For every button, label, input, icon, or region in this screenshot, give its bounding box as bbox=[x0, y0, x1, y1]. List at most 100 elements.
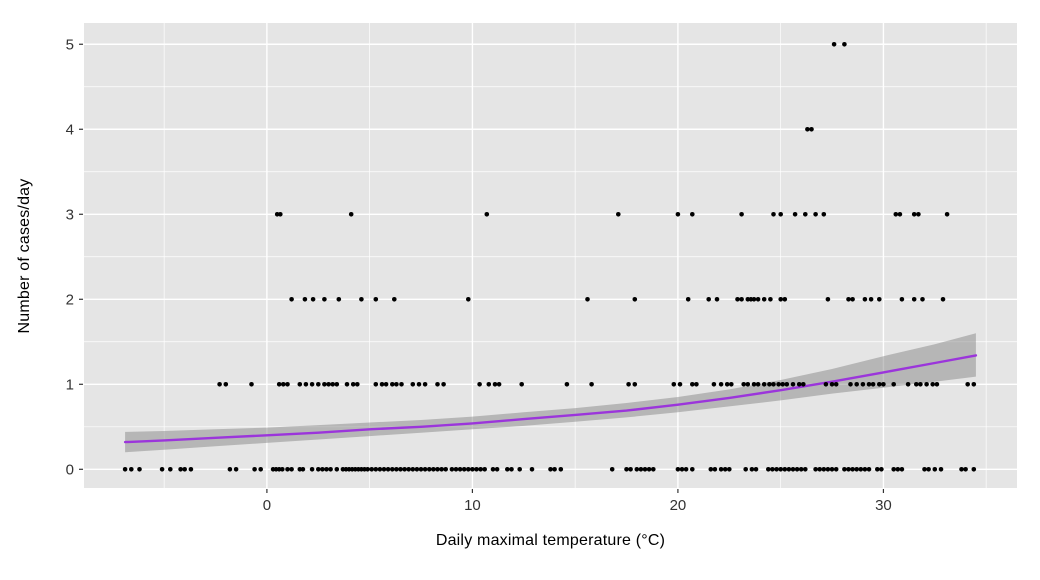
data-point bbox=[178, 467, 183, 472]
data-point bbox=[792, 212, 798, 217]
data-point bbox=[718, 467, 724, 472]
data-point bbox=[494, 467, 500, 472]
data-point bbox=[712, 467, 718, 472]
data-point bbox=[482, 467, 488, 472]
data-point bbox=[439, 467, 444, 472]
data-point bbox=[373, 297, 379, 302]
data-point bbox=[310, 297, 316, 302]
data-point bbox=[309, 382, 315, 387]
data-point bbox=[322, 382, 327, 387]
data-point bbox=[379, 382, 385, 387]
data-point bbox=[766, 467, 771, 472]
y-tick-label: 3 bbox=[66, 206, 74, 223]
data-point bbox=[383, 382, 389, 387]
data-point bbox=[168, 467, 173, 472]
data-point bbox=[616, 212, 621, 217]
data-point bbox=[129, 467, 134, 472]
data-point bbox=[289, 467, 294, 472]
data-point bbox=[677, 382, 683, 387]
data-point bbox=[714, 297, 720, 302]
data-point bbox=[490, 467, 496, 472]
data-point bbox=[609, 467, 615, 472]
data-point bbox=[461, 467, 467, 472]
data-point bbox=[443, 467, 449, 472]
data-point bbox=[850, 297, 855, 302]
data-point bbox=[632, 297, 638, 302]
y-tick-label: 5 bbox=[66, 36, 74, 53]
data-point bbox=[920, 297, 925, 302]
data-point bbox=[302, 297, 308, 302]
data-point bbox=[369, 467, 375, 472]
data-point bbox=[427, 467, 432, 472]
data-point bbox=[916, 212, 921, 217]
data-point bbox=[322, 297, 327, 302]
data-point bbox=[679, 467, 685, 472]
data-point bbox=[359, 297, 364, 302]
data-point bbox=[435, 467, 440, 472]
data-point bbox=[930, 382, 935, 387]
data-point bbox=[628, 467, 633, 472]
data-point bbox=[940, 297, 946, 302]
data-point bbox=[223, 382, 229, 387]
data-point bbox=[813, 467, 818, 472]
data-point bbox=[336, 297, 342, 302]
data-point bbox=[453, 467, 459, 472]
data-point bbox=[711, 382, 717, 387]
data-point bbox=[776, 382, 781, 387]
data-point bbox=[492, 382, 498, 387]
data-point bbox=[790, 467, 796, 472]
data-point bbox=[735, 297, 740, 302]
data-point bbox=[394, 467, 399, 472]
data-point bbox=[303, 382, 309, 387]
data-point bbox=[466, 297, 471, 302]
data-point bbox=[435, 382, 440, 387]
data-point bbox=[285, 467, 290, 472]
panel-background bbox=[84, 23, 1017, 488]
data-point bbox=[478, 467, 483, 472]
data-point bbox=[813, 212, 818, 217]
data-point bbox=[233, 467, 239, 472]
data-point bbox=[252, 467, 257, 472]
data-point bbox=[905, 382, 911, 387]
x-axis-title: Daily maximal temperature (°C) bbox=[435, 532, 666, 549]
data-point bbox=[671, 382, 677, 387]
data-point bbox=[911, 212, 917, 217]
data-point bbox=[891, 467, 896, 472]
data-point bbox=[893, 212, 899, 217]
data-point bbox=[926, 467, 931, 472]
data-point bbox=[959, 467, 964, 472]
x-tick-label: 30 bbox=[875, 497, 892, 514]
data-point bbox=[642, 467, 648, 472]
data-point bbox=[782, 297, 788, 302]
data-point bbox=[761, 382, 767, 387]
data-point bbox=[122, 467, 128, 472]
data-point bbox=[496, 382, 502, 387]
data-point bbox=[457, 467, 463, 472]
data-point bbox=[868, 297, 874, 302]
data-point bbox=[188, 467, 194, 472]
data-point bbox=[829, 467, 835, 472]
data-point bbox=[552, 467, 557, 472]
data-point bbox=[558, 467, 564, 472]
data-point bbox=[718, 382, 724, 387]
data-point bbox=[881, 382, 886, 387]
data-point bbox=[334, 382, 340, 387]
confidence-ribbon bbox=[125, 333, 976, 453]
y-tick-label: 1 bbox=[66, 376, 74, 393]
y-tick-label: 2 bbox=[66, 291, 74, 308]
data-point bbox=[825, 467, 831, 472]
data-point bbox=[365, 467, 370, 472]
data-point bbox=[761, 297, 767, 302]
data-point bbox=[768, 297, 773, 302]
data-point bbox=[624, 467, 629, 472]
data-point bbox=[771, 212, 776, 217]
data-point bbox=[831, 42, 837, 47]
data-point bbox=[309, 467, 315, 472]
data-point bbox=[449, 467, 455, 472]
data-point bbox=[422, 382, 428, 387]
data-point bbox=[879, 467, 884, 472]
data-point bbox=[809, 127, 814, 132]
y-tick-label: 4 bbox=[66, 121, 74, 138]
data-point bbox=[801, 382, 806, 387]
